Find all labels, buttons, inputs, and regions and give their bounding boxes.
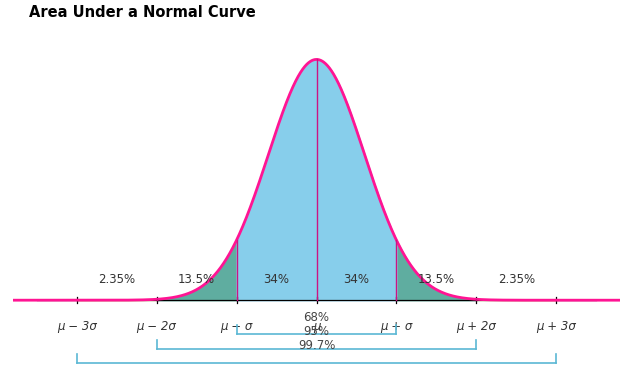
Text: Area Under a Normal Curve: Area Under a Normal Curve <box>28 5 255 20</box>
Text: 2.35%: 2.35% <box>98 273 135 286</box>
Text: μ: μ <box>313 320 320 333</box>
Text: 95%: 95% <box>303 325 330 338</box>
Text: 99.7%: 99.7% <box>298 339 335 352</box>
Text: 13.5%: 13.5% <box>418 273 455 286</box>
Text: μ − 2σ: μ − 2σ <box>137 320 177 333</box>
Text: 2.35%: 2.35% <box>498 273 535 286</box>
Text: 68%: 68% <box>303 310 330 324</box>
Text: μ − σ: μ − σ <box>220 320 253 333</box>
Text: 13.5%: 13.5% <box>178 273 215 286</box>
Text: μ − 3σ: μ − 3σ <box>57 320 97 333</box>
Text: 34%: 34% <box>263 273 289 286</box>
Text: μ + 3σ: μ + 3σ <box>536 320 576 333</box>
Text: μ + σ: μ + σ <box>380 320 413 333</box>
Text: 34%: 34% <box>344 273 370 286</box>
Text: μ + 2σ: μ + 2σ <box>456 320 496 333</box>
